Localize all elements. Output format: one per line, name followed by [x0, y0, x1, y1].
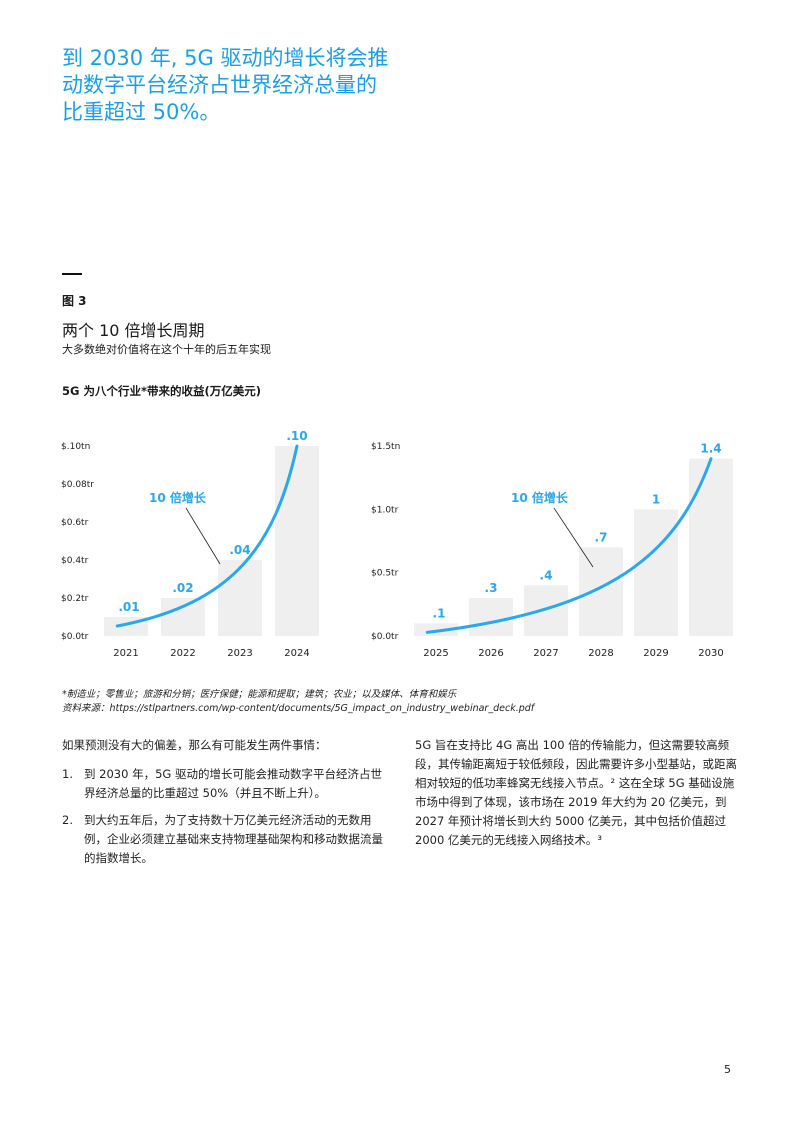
x-tick-label: 2025 — [423, 648, 448, 659]
list-item: 2. 到大约五年后，为了支持数十万亿美元经济活动的无数用例，企业必须建立基础来支… — [62, 811, 392, 868]
list-text: 到大约五年后，为了支持数十万亿美元经济活动的无数用例，企业必须建立基础来支持物理… — [84, 813, 383, 865]
growth-curve — [425, 457, 713, 634]
figure-subtitle: 大多数绝对价值将在这个十年的后五年实现 — [62, 343, 271, 356]
bar-2024 — [275, 446, 319, 636]
y-tick-label: $0.0tr — [371, 632, 399, 642]
data-label: 1 — [652, 492, 660, 506]
figure-title: 两个 10 倍增长周期 — [62, 321, 205, 340]
x-tick-label: 2021 — [113, 648, 138, 659]
x-tick-label: 2022 — [170, 648, 195, 659]
chart-2025-2030: $0.0tr $0.5tr $1.0tr $1.5tn .1 2025 .3 2026 .4 20… — [371, 442, 733, 659]
growth-curve — [115, 444, 299, 628]
bar-2023 — [218, 560, 262, 636]
list-item: 1. 到 2030 年，5G 驱动的增长可能会推动数字平台经济占世界经济总量的比… — [62, 765, 392, 803]
data-label: .7 — [595, 530, 608, 544]
y-tick-label: $0.08tr — [61, 480, 94, 490]
annotation-label: 10 倍增长 — [149, 490, 207, 505]
bar-2028 — [579, 547, 623, 636]
y-tick-label: $.10tn — [61, 442, 90, 452]
data-label: .01 — [118, 600, 139, 614]
data-label: .1 — [433, 606, 446, 620]
data-label: .04 — [229, 543, 250, 557]
body-intro: 如果预测没有大的偏差，那么有可能发生两件事情： — [62, 738, 327, 752]
data-label: .02 — [172, 581, 193, 595]
bar-2027 — [524, 585, 568, 636]
list-number: 1. — [62, 767, 73, 781]
bar-2030 — [689, 458, 733, 636]
y-tick-label: $0.6tr — [61, 518, 89, 528]
body-column-left: 如果预测没有大的偏差，那么有可能发生两件事情： 1. 到 2030 年，5G 驱… — [62, 736, 392, 876]
footnote-industries: *制造业；零售业；旅游和分销；医疗保健；能源和提取；建筑；农业；以及媒体、体育和… — [62, 689, 457, 700]
x-tick-label: 2030 — [698, 648, 723, 659]
x-tick-label: 2024 — [284, 648, 309, 659]
x-tick-label: 2023 — [227, 648, 252, 659]
bar-2026 — [469, 598, 513, 636]
y-tick-label: $1.0tr — [371, 505, 399, 515]
annotation-label: 10 倍增长 — [511, 490, 569, 505]
chart-2021-2024: $0.0tr $0.2tr $0.4tr $0.6tr $0.08tr $.10tn .01… — [61, 429, 319, 659]
annotation-leader-line — [553, 507, 594, 568]
y-tick-label: $0.0tr — [61, 632, 89, 642]
list-number: 2. — [62, 813, 73, 827]
bar-2022 — [161, 598, 205, 636]
pull-quote: 到 2030 年, 5G 驱动的增长将会推动数字平台经济占世界经济总量的比重超过… — [62, 46, 389, 124]
x-tick-label: 2028 — [588, 648, 613, 659]
data-label: .3 — [485, 581, 498, 595]
chart-heading: 5G 为八个行业*带来的收益(万亿美元) — [62, 384, 261, 398]
y-tick-label: $0.5tr — [371, 569, 399, 579]
x-tick-label: 2026 — [478, 648, 503, 659]
bar-2025 — [414, 623, 458, 636]
body-column-right: 5G 旨在支持比 4G 高出 100 倍的传输能力，但这需要较高频段，其传输距离… — [415, 736, 737, 850]
y-tick-label: $1.5tn — [371, 442, 400, 452]
numbered-list: 1. 到 2030 年，5G 驱动的增长可能会推动数字平台经济占世界经济总量的比… — [62, 765, 392, 868]
section-rule — [62, 273, 82, 275]
y-tick-label: $0.2tr — [61, 594, 89, 604]
page-number: 5 — [724, 1063, 731, 1076]
y-tick-label: $0.4tr — [61, 556, 89, 566]
x-tick-label: 2027 — [533, 648, 558, 659]
figure-number: 图 3 — [62, 294, 87, 308]
data-label: 1.4 — [700, 442, 721, 456]
data-label: .4 — [540, 568, 553, 582]
x-tick-label: 2029 — [643, 648, 668, 659]
footnote-source: 资料来源：https://stlpartners.com/wp-content/… — [62, 703, 535, 714]
annotation-leader-line — [185, 507, 221, 565]
bar-2029 — [634, 509, 678, 636]
data-label: .10 — [286, 429, 307, 443]
body-paragraph: 5G 旨在支持比 4G 高出 100 倍的传输能力，但这需要较高频段，其传输距离… — [415, 738, 737, 847]
list-text: 到 2030 年，5G 驱动的增长可能会推动数字平台经济占世界经济总量的比重超过… — [84, 767, 382, 800]
